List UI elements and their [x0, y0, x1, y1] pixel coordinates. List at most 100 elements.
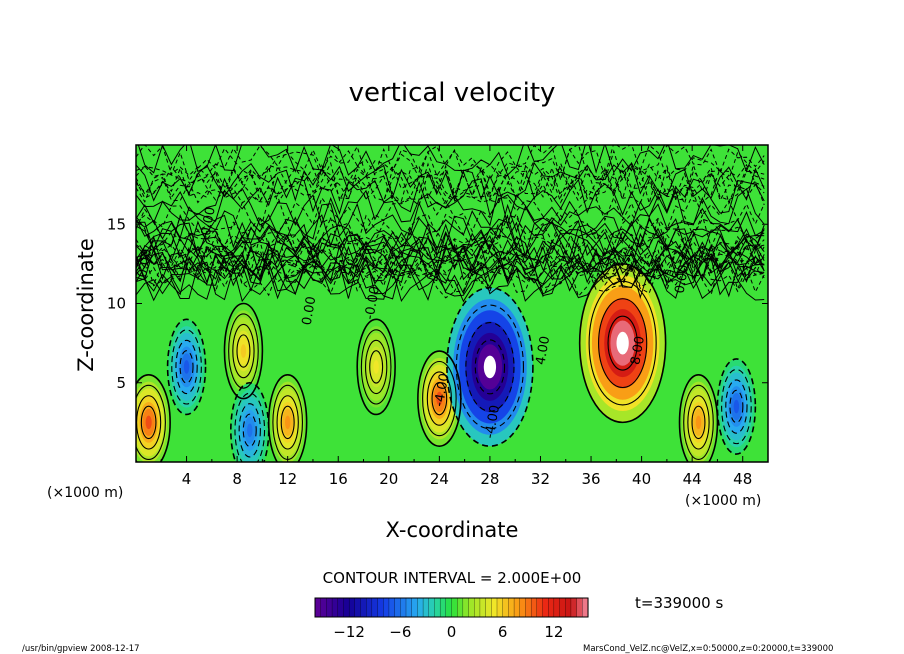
colorbar-cell-24 [451, 597, 458, 618]
colorbar-cell-36 [519, 597, 526, 618]
x-unit-left: (×1000 m) [47, 485, 123, 501]
x-tick-label-2: 12 [278, 470, 297, 488]
colorbar-cell-2 [326, 597, 333, 618]
contour-2-3 [140, 405, 157, 440]
colorbar-cell-40 [542, 597, 549, 618]
colorbar-tick-label-3: 6 [498, 623, 508, 641]
contour-2-1 [136, 384, 166, 461]
contour-label-8: 0.00 [672, 264, 692, 295]
upper-contour-19 [136, 260, 765, 299]
colorbar-cell-28 [474, 597, 481, 618]
x-tick-label-5: 24 [430, 470, 449, 488]
upper-contour-30 [136, 214, 765, 253]
contour-1-3 [431, 381, 448, 416]
colorbar-cell-43 [559, 597, 566, 618]
field-level-9-6 [247, 423, 253, 438]
colorbar-cell-37 [525, 597, 532, 618]
colorbar-cell-3 [331, 597, 339, 618]
contour-label-0: 0.00 [135, 248, 155, 279]
field-level-8-6 [183, 360, 190, 374]
colorbar-cell-31 [491, 597, 498, 618]
colorbar-tick-label-0: −12 [333, 623, 365, 641]
contour-5-3 [236, 334, 251, 368]
colorbar-cell-19 [422, 597, 430, 618]
upper-contour-5 [136, 145, 765, 181]
contour-5-2 [232, 323, 255, 379]
x-tick-label-7: 32 [531, 470, 550, 488]
colorbar-tick-label-1: −6 [389, 623, 411, 641]
colorbar-cell-27 [468, 597, 475, 618]
upper-contour-6 [136, 254, 765, 296]
upper-contour-32 [136, 245, 765, 285]
colorbar-cell-8 [360, 597, 367, 618]
colorbar-cell-30 [485, 597, 492, 618]
colorbar-cell-9 [366, 597, 373, 618]
colorbar-cell-26 [462, 597, 470, 618]
contour-10-0 [716, 358, 757, 455]
upper-contour-24 [136, 244, 765, 285]
field-level-0-6 [616, 331, 629, 355]
colorbar-cell-1 [320, 597, 327, 618]
contour-5-1 [228, 313, 259, 389]
contour-8-2 [175, 339, 198, 395]
upper-contour-31 [136, 163, 765, 203]
colorbar-cell-6 [348, 597, 356, 618]
contour-label-3: -0.00 [362, 285, 383, 321]
field-level-6-6 [373, 360, 379, 374]
contour-0-0 [578, 263, 667, 424]
colorbar-cell-29 [479, 597, 487, 618]
colorbar-cell-14 [394, 597, 401, 618]
upper-contour-29 [136, 233, 765, 273]
colorbar-cell-35 [513, 597, 521, 618]
colorbar-cell-21 [434, 597, 441, 618]
colorbar-cell-0 [314, 597, 322, 618]
contour-9-1 [234, 392, 266, 462]
x-tick-label-6: 28 [480, 470, 499, 488]
colorbar-frame [314, 597, 589, 618]
colorbar-cell-22 [439, 597, 447, 618]
colorbar-cell-45 [570, 597, 578, 618]
contour-interval: CONTOUR INTERVAL = 2.000E+00 [323, 569, 582, 587]
contour-label-7: 8.00 [628, 335, 648, 366]
chart-title: vertical velocity [349, 78, 556, 108]
y-axis-label: Z-coordinate [74, 238, 98, 372]
contour-4-1 [683, 384, 714, 461]
contour-10-3 [729, 389, 744, 424]
contour-label-2: 0.00 [300, 295, 320, 326]
contour-4-3 [691, 405, 706, 440]
contour-1-1 [422, 360, 457, 437]
field-level-1-6 [436, 391, 443, 406]
contour-0-1 [588, 280, 657, 406]
contour-8-0 [166, 318, 207, 416]
colorbar-cell-25 [457, 597, 464, 618]
time-stamp: t=339000 s [635, 594, 723, 612]
contour-labels: 0.00 -0.00 0.00 -0.00 -4.00 -4.00 4.00 8.00 0.00 [135, 206, 692, 440]
contour-5-0 [223, 302, 264, 400]
field-level-7-6 [483, 355, 497, 379]
contour-6-2 [364, 339, 388, 395]
contour-label-6: 4.00 [533, 335, 553, 366]
colorbar-cell-34 [508, 597, 515, 618]
contour-7-3 [474, 339, 506, 395]
contour-2-0 [136, 374, 171, 462]
upper-contour-25 [136, 248, 765, 288]
y-axis: 5 10 15 [107, 215, 768, 392]
upper-contour-3 [136, 212, 765, 251]
y-tick-label-2: 15 [107, 215, 126, 233]
upper-contour-8 [137, 145, 765, 176]
colorbar-ticks: −12 −6 0 6 12 [333, 623, 563, 641]
contour-4-0 [678, 374, 719, 462]
upper-contour-9 [136, 145, 765, 182]
x-tick-label-10: 44 [683, 470, 702, 488]
contour-8-3 [179, 350, 194, 384]
contour-7-1 [455, 304, 524, 430]
colorbar-cell-41 [548, 597, 555, 618]
field-level-3-6 [284, 415, 291, 430]
footer-right: MarsCond_VelZ.nc@VelZ,x=0:50000,z=0:2000… [583, 644, 833, 654]
colorbar-cell-15 [400, 597, 407, 618]
x-axis-label: X-coordinate [386, 518, 519, 542]
colorbar-cell-20 [428, 597, 435, 618]
colorbar-cell-7 [354, 597, 362, 618]
colorbar-cell-44 [565, 597, 572, 618]
colorbar-cell-38 [530, 597, 538, 618]
